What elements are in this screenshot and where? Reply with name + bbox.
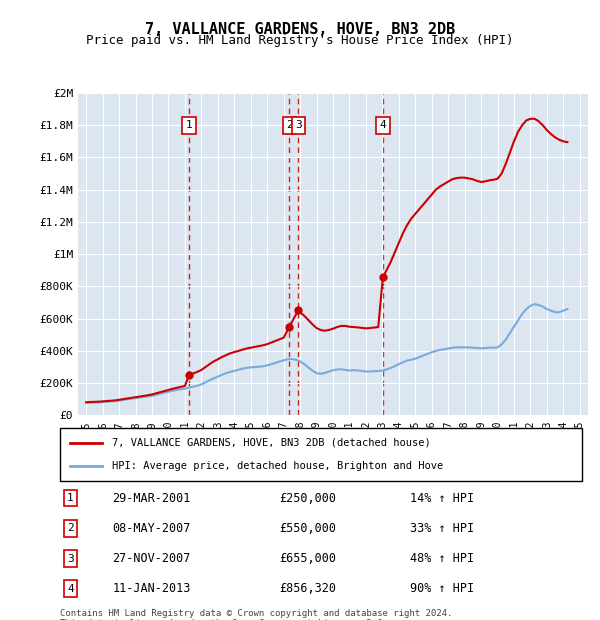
Text: £655,000: £655,000 (279, 552, 336, 565)
Text: 7, VALLANCE GARDENS, HOVE, BN3 2DB: 7, VALLANCE GARDENS, HOVE, BN3 2DB (145, 22, 455, 37)
Text: 2: 2 (67, 523, 74, 533)
Text: Price paid vs. HM Land Registry's House Price Index (HPI): Price paid vs. HM Land Registry's House … (86, 34, 514, 47)
Text: 90% ↑ HPI: 90% ↑ HPI (410, 582, 474, 595)
Text: £250,000: £250,000 (279, 492, 336, 505)
Text: HPI: Average price, detached house, Brighton and Hove: HPI: Average price, detached house, Brig… (112, 461, 443, 471)
Text: 2: 2 (286, 120, 293, 130)
Text: 48% ↑ HPI: 48% ↑ HPI (410, 552, 474, 565)
Text: 4: 4 (379, 120, 386, 130)
Text: 3: 3 (295, 120, 302, 130)
Text: 33% ↑ HPI: 33% ↑ HPI (410, 522, 474, 535)
Text: 08-MAY-2007: 08-MAY-2007 (112, 522, 191, 535)
FancyBboxPatch shape (60, 428, 582, 480)
Text: Contains HM Land Registry data © Crown copyright and database right 2024.
This d: Contains HM Land Registry data © Crown c… (60, 609, 452, 620)
Text: 11-JAN-2013: 11-JAN-2013 (112, 582, 191, 595)
Text: 3: 3 (67, 554, 74, 564)
Text: 27-NOV-2007: 27-NOV-2007 (112, 552, 191, 565)
Text: 7, VALLANCE GARDENS, HOVE, BN3 2DB (detached house): 7, VALLANCE GARDENS, HOVE, BN3 2DB (deta… (112, 438, 431, 448)
Text: 4: 4 (67, 584, 74, 594)
Text: 29-MAR-2001: 29-MAR-2001 (112, 492, 191, 505)
Text: £856,320: £856,320 (279, 582, 336, 595)
Text: 14% ↑ HPI: 14% ↑ HPI (410, 492, 474, 505)
Text: £550,000: £550,000 (279, 522, 336, 535)
Text: 1: 1 (67, 493, 74, 503)
Text: 1: 1 (185, 120, 192, 130)
